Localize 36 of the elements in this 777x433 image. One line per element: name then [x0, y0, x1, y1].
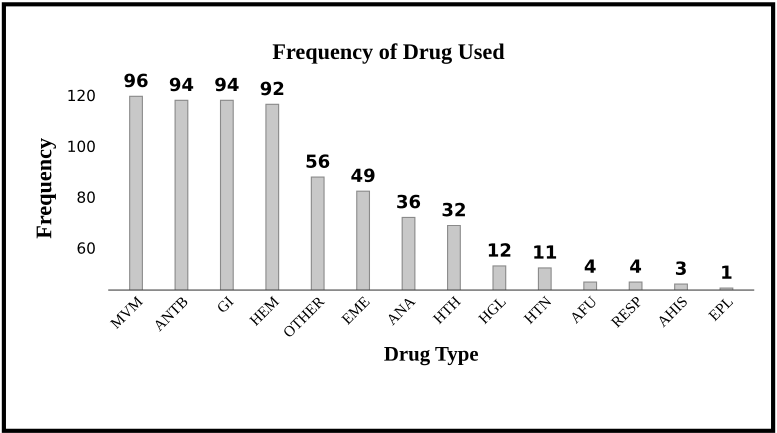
data-label: 3	[676, 261, 686, 275]
bar	[356, 190, 370, 290]
text: 60	[78, 242, 95, 254]
data-label: 36	[397, 194, 420, 208]
data-label: 49	[351, 168, 375, 182]
x-tick-label: GI	[216, 296, 234, 314]
x-tick-label: EPL	[708, 296, 734, 322]
text: 100	[68, 140, 95, 152]
bar	[538, 267, 552, 290]
text: 80	[77, 191, 95, 203]
bar	[447, 224, 461, 290]
bar	[583, 281, 598, 290]
data-label: 92	[260, 82, 284, 96]
data-label: 1	[722, 266, 732, 279]
bar	[174, 100, 188, 290]
bar	[402, 216, 416, 290]
bar	[628, 281, 643, 290]
bar	[129, 96, 143, 290]
bar	[310, 176, 325, 290]
bar	[674, 284, 688, 290]
bar	[265, 104, 280, 290]
data-label: 94	[170, 78, 194, 92]
data-label: 4	[584, 260, 596, 273]
bar	[220, 100, 234, 290]
data-label: 12	[488, 243, 510, 257]
bar	[492, 265, 506, 290]
text: 120	[68, 90, 95, 102]
x-axis-title: Drug Type	[384, 346, 478, 366]
data-label: 4	[630, 260, 642, 273]
data-label: 94	[215, 78, 239, 92]
data-label: 32	[442, 202, 465, 216]
chart-title: Frequency of Drug Used	[272, 43, 504, 64]
data-label: 11	[534, 245, 556, 259]
y-axis-title: Frequency	[36, 138, 56, 238]
data-label: 96	[124, 74, 148, 88]
data-label: 56	[306, 154, 330, 168]
